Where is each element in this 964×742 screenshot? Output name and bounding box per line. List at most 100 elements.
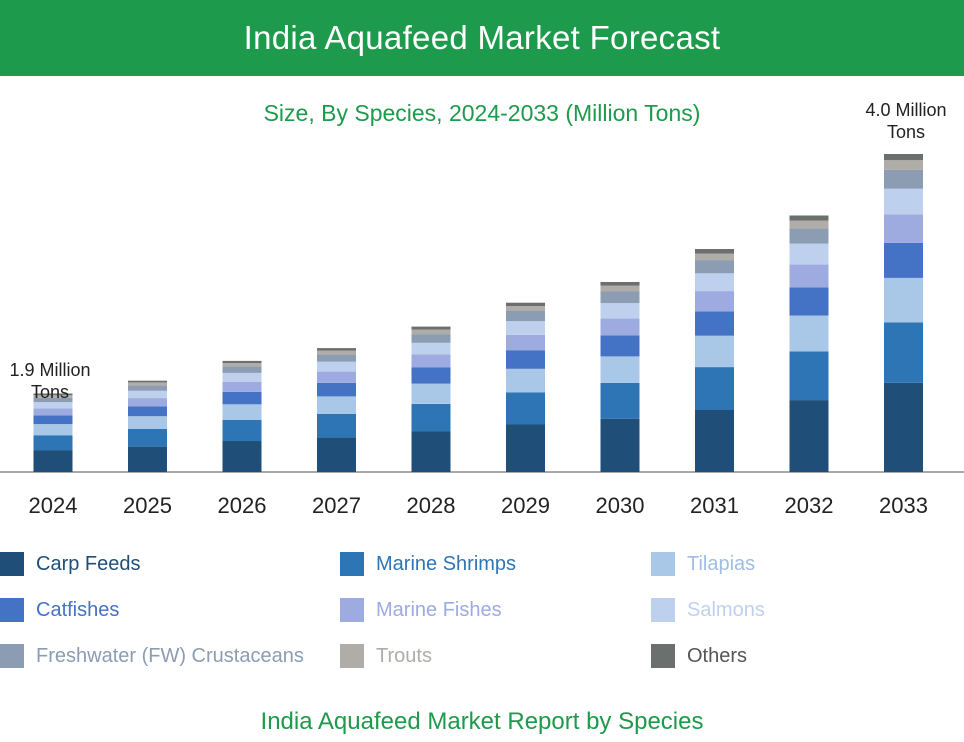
bar-segment-2029-freshwater-fw-crustaceans bbox=[506, 310, 545, 322]
bar-segment-2024-freshwater-fw-crustaceans bbox=[33, 397, 73, 403]
bar-segment-2031-marine-fishes bbox=[695, 291, 734, 312]
bar-segment-2031-trouts bbox=[695, 253, 734, 261]
legend-item-freshwater-fw-crustaceans: Freshwater (FW) Crustaceans bbox=[0, 641, 304, 671]
bar-segment-2033-catfishes bbox=[884, 242, 923, 278]
bar-segment-2028-carp-feeds bbox=[411, 431, 451, 472]
bar-segment-2032-catfishes bbox=[789, 287, 829, 316]
bar-segment-2024-tilapias bbox=[33, 424, 73, 436]
legend-item-others: Others bbox=[651, 641, 747, 671]
bar-segment-2029-marine-shrimps bbox=[506, 392, 545, 425]
bar-segment-2029-others bbox=[506, 302, 545, 306]
bar-segment-2027-others bbox=[317, 348, 356, 351]
bar-segment-2025-catfishes bbox=[128, 406, 167, 417]
chart-subtitle: Size, By Species, 2024-2033 (Million Ton… bbox=[264, 100, 701, 126]
bar-segment-2031-tilapias bbox=[695, 335, 734, 368]
x-tick-2026: 2026 bbox=[218, 493, 267, 518]
bar-segment-2024-marine-shrimps bbox=[33, 435, 73, 451]
bar-segment-2028-marine-shrimps bbox=[411, 403, 451, 432]
annotation-2024: 1.9 Million Tons bbox=[9, 360, 90, 402]
bar-segment-2032-salmons bbox=[789, 243, 829, 265]
legend: Carp Feeds Marine Shrimps Tilapias Catfishe… bbox=[0, 545, 964, 685]
legend-swatch bbox=[651, 644, 675, 668]
bar-segment-2029-salmons bbox=[506, 321, 545, 335]
legend-swatch bbox=[651, 552, 675, 576]
bar-segment-2033-tilapias bbox=[884, 277, 923, 323]
bars-group bbox=[33, 154, 923, 472]
bar-segment-2031-salmons bbox=[695, 273, 734, 292]
bar-segment-2024-others bbox=[33, 393, 73, 396]
bar-segment-2028-tilapias bbox=[411, 383, 451, 404]
bar-segment-2026-marine-shrimps bbox=[222, 420, 262, 442]
bar-segment-2030-tilapias bbox=[600, 356, 640, 383]
bar-segment-2027-marine-shrimps bbox=[317, 413, 356, 438]
bar-segment-2024-trouts bbox=[33, 395, 73, 398]
bar-segment-2026-salmons bbox=[222, 372, 262, 382]
bar-segment-2026-trouts bbox=[222, 363, 262, 367]
bar-segment-2029-carp-feeds bbox=[506, 424, 545, 472]
bar-segment-2025-trouts bbox=[128, 382, 167, 386]
legend-label: Marine Fishes bbox=[376, 598, 502, 621]
x-tick-2031: 2031 bbox=[690, 493, 739, 518]
x-tick-labels: 2024 2025 2026 2027 2028 2029 2030 2031 2032 2033 bbox=[29, 493, 928, 518]
bar-segment-2032-tilapias bbox=[789, 315, 829, 352]
legend-label: Others bbox=[687, 644, 748, 667]
bar-segment-2027-catfishes bbox=[317, 382, 356, 397]
legend-label: Tilapias bbox=[687, 552, 756, 575]
bar-segment-2025-tilapias bbox=[128, 416, 167, 429]
x-tick-2025: 2025 bbox=[123, 493, 172, 518]
x-tick-2029: 2029 bbox=[501, 493, 550, 518]
annotation-2033: 4.0 Million Tons bbox=[865, 100, 946, 142]
bar-segment-2032-freshwater-fw-crustaceans bbox=[789, 228, 829, 244]
bar-segment-2027-trouts bbox=[317, 350, 356, 355]
report-caption: India Aquafeed Market Report by Species bbox=[260, 708, 704, 735]
bar-segment-2032-others bbox=[789, 215, 829, 221]
legend-item-marine-shrimps: Marine Shrimps bbox=[340, 549, 516, 579]
bar-segment-2031-carp-feeds bbox=[695, 409, 734, 472]
legend-item-trouts: Trouts bbox=[340, 641, 432, 671]
bar-segment-2030-marine-shrimps bbox=[600, 382, 640, 419]
x-tick-2024: 2024 bbox=[29, 493, 78, 518]
bar-segment-2025-others bbox=[128, 380, 167, 383]
bar-segment-2031-marine-shrimps bbox=[695, 367, 734, 410]
legend-label: Marine Shrimps bbox=[376, 552, 517, 575]
bar-segment-2027-salmons bbox=[317, 361, 356, 372]
bar-segment-2030-others bbox=[600, 282, 640, 286]
x-tick-2028: 2028 bbox=[407, 493, 456, 518]
bar-segment-2025-carp-feeds bbox=[128, 446, 167, 472]
bar-segment-2033-others bbox=[884, 154, 923, 161]
bar-segment-2028-marine-fishes bbox=[411, 354, 451, 368]
legend-swatch bbox=[340, 552, 364, 576]
bar-segment-2026-marine-fishes bbox=[222, 382, 262, 392]
bar-segment-2030-carp-feeds bbox=[600, 418, 640, 472]
legend-label: Catfishes bbox=[36, 598, 120, 621]
legend-item-salmons: Salmons bbox=[651, 595, 765, 625]
total-annotations: 1.9 Million Tons 4.0 Million Tons bbox=[9, 100, 946, 402]
bar-segment-2029-marine-fishes bbox=[506, 334, 545, 351]
bar-segment-2033-carp-feeds bbox=[884, 382, 923, 472]
legend-item-catfishes: Catfishes bbox=[0, 595, 119, 625]
chart-title: India Aquafeed Market Forecast bbox=[0, 0, 964, 76]
bar-segment-2032-marine-shrimps bbox=[789, 351, 829, 401]
bar-segment-2024-marine-fishes bbox=[33, 408, 73, 416]
bar-segment-2031-freshwater-fw-crustaceans bbox=[695, 260, 734, 274]
bar-segment-2027-marine-fishes bbox=[317, 371, 356, 383]
legend-label: Salmons bbox=[687, 598, 765, 621]
bar-segment-2033-freshwater-fw-crustaceans bbox=[884, 169, 923, 189]
legend-label: Freshwater (FW) Crustaceans bbox=[36, 644, 304, 667]
legend-swatch bbox=[340, 644, 364, 668]
bar-segment-2031-others bbox=[695, 249, 734, 254]
bar-segment-2025-marine-fishes bbox=[128, 398, 167, 407]
bar-segment-2033-marine-fishes bbox=[884, 214, 923, 243]
legend-item-marine-fishes: Marine Fishes bbox=[340, 595, 502, 625]
bar-segment-2025-freshwater-fw-crustaceans bbox=[128, 385, 167, 391]
bar-segment-2028-trouts bbox=[411, 329, 451, 334]
bar-segment-2029-tilapias bbox=[506, 368, 545, 393]
legend-item-carp-feeds: Carp Feeds bbox=[0, 549, 141, 579]
bar-segment-2027-carp-feeds bbox=[317, 437, 356, 472]
bar-segment-2030-catfishes bbox=[600, 335, 640, 357]
x-tick-2032: 2032 bbox=[785, 493, 834, 518]
bar-segment-2024-catfishes bbox=[33, 415, 73, 425]
bar-segment-2026-tilapias bbox=[222, 404, 262, 420]
legend-swatch bbox=[340, 598, 364, 622]
bar-segment-2032-carp-feeds bbox=[789, 400, 829, 472]
